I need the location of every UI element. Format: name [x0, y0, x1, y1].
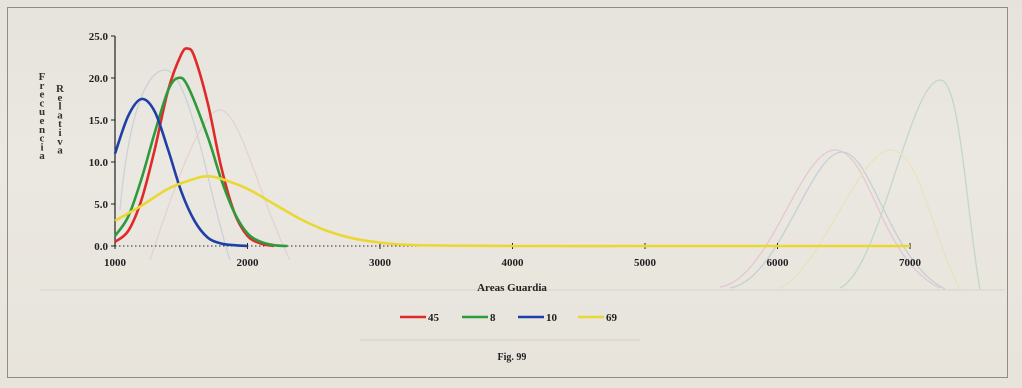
y-axis-label-letter: i	[40, 141, 43, 153]
legend: 45 8 10 69	[400, 312, 618, 324]
figure-caption: Fig. 99	[498, 352, 527, 363]
x-tick-label: 7000	[899, 257, 922, 269]
x-tick-label: 4000	[502, 257, 525, 269]
y-axis-label-letter: c	[40, 133, 45, 145]
axes: 0.0 5.0 10.0 15.0 20.0 25.0 1000 2000 3000 4000 50…	[89, 31, 922, 269]
y-tick-label: 15.0	[89, 115, 109, 127]
figure-frame	[7, 7, 1008, 378]
y-tick-label: 25.0	[89, 31, 109, 43]
y-tick-label: 5.0	[94, 199, 108, 211]
x-axis-title: Areas Guardia	[477, 282, 547, 294]
y-tick-label: 10.0	[89, 157, 109, 169]
y-axis-label-letter: n	[39, 124, 45, 136]
x-tick-label: 5000	[634, 257, 657, 269]
y-axis-label-letter: v	[57, 136, 63, 148]
x-tick-label: 6000	[767, 257, 790, 269]
y-axis-label-letter: l	[58, 101, 61, 113]
y-axis-label-letter: a	[39, 150, 45, 162]
x-tick-label: 2000	[237, 257, 260, 269]
y-axis-label-letter: e	[40, 115, 45, 127]
y-axis-label-letter: R	[56, 83, 65, 95]
legend-label-8: 8	[490, 312, 496, 324]
ghost-curves	[40, 69, 1005, 341]
y-axis-label-letter: r	[40, 80, 45, 92]
series-line-45	[114, 47, 275, 248]
x-tick-label: 1000	[104, 257, 127, 269]
y-axis-label-letter: u	[39, 106, 45, 118]
y-tick-label: 0.0	[94, 241, 108, 253]
legend-label-45: 45	[428, 312, 440, 324]
y-axis-label-letter: i	[58, 127, 61, 139]
y-axis-label-letter: c	[40, 97, 45, 109]
series-line-8	[113, 76, 288, 248]
series-group	[113, 47, 910, 248]
y-tick-label: 20.0	[89, 73, 109, 85]
legend-label-10: 10	[546, 312, 558, 324]
x-tick-label: 3000	[369, 257, 392, 269]
y-axis-label-letter: F	[39, 71, 46, 83]
y-axis-label-letter: e	[58, 92, 63, 104]
y-axis-label-letter: t	[58, 118, 62, 130]
y-axis-label-letter: a	[57, 145, 63, 157]
series-line-10	[113, 97, 248, 248]
y-axis-label-letter: e	[40, 89, 45, 101]
series-line-69	[114, 174, 910, 248]
legend-label-69: 69	[606, 312, 618, 324]
y-axis-label-letter: a	[57, 109, 63, 121]
